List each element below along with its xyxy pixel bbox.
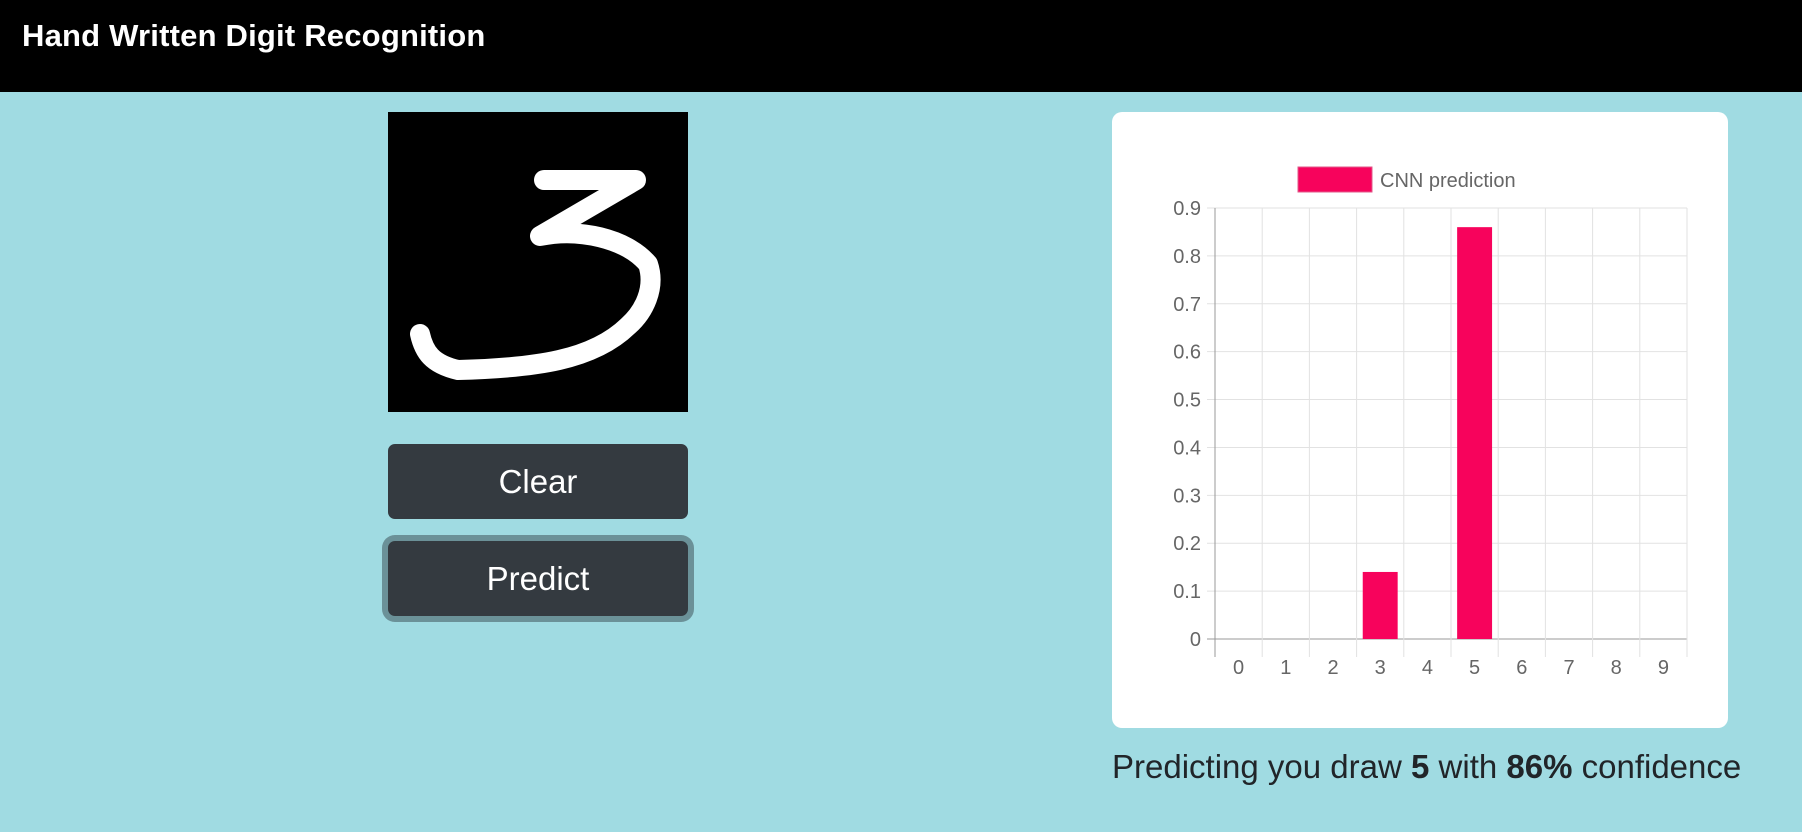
y-tick-label: 0.8 xyxy=(1173,246,1201,268)
clear-button[interactable]: Clear xyxy=(388,444,688,519)
app-title: Hand Written Digit Recognition xyxy=(22,18,486,53)
x-tick-label: 0 xyxy=(1233,657,1244,679)
x-tick-label: 7 xyxy=(1563,657,1574,679)
drawing-canvas[interactable] xyxy=(388,112,688,412)
x-tick-label: 3 xyxy=(1375,657,1386,679)
y-tick-label: 0.7 xyxy=(1173,294,1201,316)
y-tick-label: 0.5 xyxy=(1173,390,1201,412)
bar-3 xyxy=(1362,571,1398,639)
x-tick-label: 1 xyxy=(1280,657,1291,679)
navbar: Hand Written Digit Recognition xyxy=(0,0,1802,92)
y-tick-label: 0.1 xyxy=(1173,581,1201,603)
x-tick-label: 6 xyxy=(1516,657,1527,679)
y-tick-label: 0.2 xyxy=(1173,533,1201,555)
x-tick-label: 5 xyxy=(1469,657,1480,679)
predicted-digit: 5 xyxy=(1411,748,1430,785)
prediction-result: Predicting you draw 5 with 86% confidenc… xyxy=(1112,748,1802,786)
handwritten-digit-drawing xyxy=(410,170,661,380)
legend-swatch xyxy=(1297,166,1373,193)
prediction-bar-chart: 0 0.1 0.2 0.3 0.4 0.5 0.6 0.7 0.8 0.9 0 1 2 3 4 5 6 7 8 9 CN… xyxy=(1173,166,1688,679)
y-tick-label: 0.3 xyxy=(1173,485,1201,507)
bar-5 xyxy=(1457,227,1493,639)
prediction-chart-card: 0 0.1 0.2 0.3 0.4 0.5 0.6 0.7 0.8 0.9 0 1 2 3 4 5 6 7 8 9 CN… xyxy=(1112,112,1728,728)
x-tick-label: 4 xyxy=(1422,657,1433,679)
y-tick-label: 0.6 xyxy=(1173,342,1201,364)
x-tick-label: 8 xyxy=(1611,657,1622,679)
result-middle: with xyxy=(1438,748,1498,785)
y-tick-label: 0.4 xyxy=(1173,437,1201,459)
legend-label: CNN prediction xyxy=(1380,170,1516,192)
result-suffix: confidence xyxy=(1581,748,1742,785)
x-tick-label: 9 xyxy=(1658,657,1669,679)
y-tick-label: 0.9 xyxy=(1173,198,1201,220)
result-prefix: Predicting you draw xyxy=(1112,748,1402,785)
confidence-value: 86% xyxy=(1506,748,1573,785)
predict-button[interactable]: Predict xyxy=(388,541,688,616)
x-tick-label: 2 xyxy=(1327,657,1338,679)
y-tick-label: 0 xyxy=(1190,629,1201,651)
